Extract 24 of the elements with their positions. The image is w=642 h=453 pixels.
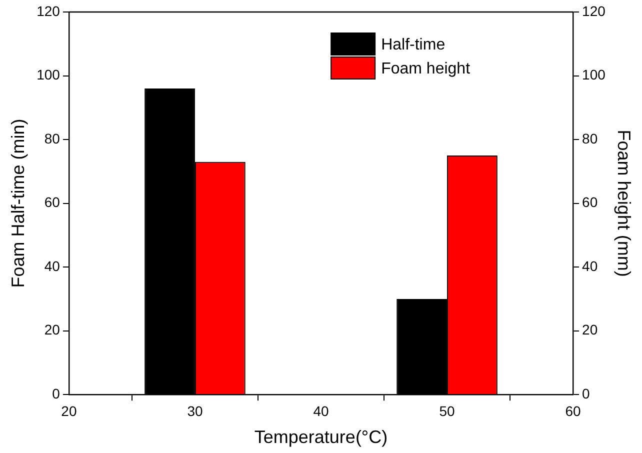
y2-axis-title: Foam height (mm) <box>614 130 634 277</box>
x-axis-title: Temperature(°C) <box>254 427 388 448</box>
y-tick-label: 100 <box>36 66 60 83</box>
x-tick-label: 60 <box>565 402 582 419</box>
y2-tick-label: 100 <box>582 66 606 83</box>
y-tick-label: 120 <box>36 2 60 19</box>
y2-tick-label: 20 <box>582 322 598 338</box>
y-tick-label: 40 <box>44 258 60 274</box>
y-axis-title: Foam Half-time (min) <box>8 118 28 288</box>
legend-label: Half-time <box>381 36 446 54</box>
y-tick-label: 0 <box>52 385 60 402</box>
y-tick-label: 60 <box>44 194 60 210</box>
y-tick-label: 80 <box>44 130 60 146</box>
y2-tick-label: 0 <box>582 385 590 402</box>
y2-tick-label: 60 <box>582 194 598 210</box>
y2-tick-label: 80 <box>582 130 598 146</box>
y-tick-label: 20 <box>44 322 60 338</box>
y2-tick-label: 120 <box>582 2 606 19</box>
y2-tick-label: 40 <box>582 258 598 274</box>
legend-label: Foam height <box>381 60 471 78</box>
x-tick-label: 50 <box>439 402 456 419</box>
x-tick-label: 30 <box>187 402 203 419</box>
x-tick-label: 20 <box>61 402 77 419</box>
x-tick-label: 40 <box>313 402 329 419</box>
